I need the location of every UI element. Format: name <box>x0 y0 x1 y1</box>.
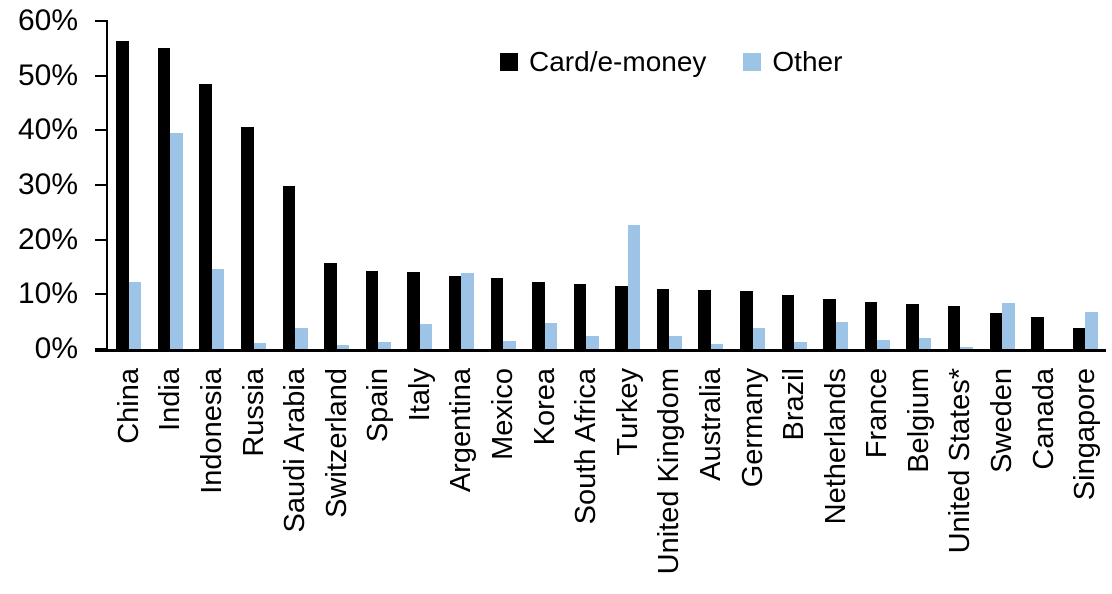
bar-card-e-money <box>947 305 961 349</box>
y-tick-label: 50% <box>17 58 78 92</box>
x-category-label: Brazil <box>778 368 811 441</box>
bar-card-e-money <box>365 271 379 349</box>
bar-other <box>835 322 849 349</box>
y-tick-label: 40% <box>17 113 78 147</box>
bar-other <box>253 342 267 349</box>
bar-card-e-money <box>781 294 795 349</box>
x-category-label: Mexico <box>487 368 520 460</box>
bar-other <box>710 343 724 349</box>
y-tick-mark <box>95 20 106 22</box>
bar-other <box>503 341 516 349</box>
bar-other <box>128 281 142 349</box>
bar-other <box>1085 312 1098 349</box>
bar-card-e-money <box>1031 316 1044 349</box>
x-category-label: Belgium <box>902 368 935 473</box>
x-category-label: Netherlands <box>819 368 852 525</box>
bar-other <box>960 347 973 349</box>
y-tick-mark <box>95 74 106 77</box>
bar-card-e-money <box>241 127 254 349</box>
x-category-label: Turkey <box>611 368 644 456</box>
bar-card-e-money <box>906 304 919 349</box>
bar-other <box>170 132 183 349</box>
legend-swatch-icon <box>743 53 762 71</box>
bar-card-e-money <box>324 263 337 349</box>
x-category-label: Spain <box>362 368 395 443</box>
x-category-label: India <box>154 368 187 431</box>
x-category-label: Korea <box>528 368 561 446</box>
bar-other <box>877 340 890 349</box>
bar-other <box>794 342 807 349</box>
bar-card-e-money <box>199 84 212 349</box>
legend-item: Other <box>743 46 842 78</box>
bar-card-e-money <box>823 298 836 349</box>
bar-card-e-money <box>490 278 504 349</box>
bar-card-e-money <box>448 275 462 349</box>
x-category-label: China <box>112 368 145 444</box>
bar-card-e-money <box>864 301 878 349</box>
bar-card-e-money <box>573 284 587 349</box>
x-category-label: Russia <box>237 368 270 457</box>
bar-other <box>752 327 766 349</box>
x-category-label: Australia <box>694 368 727 481</box>
bar-card-e-money <box>116 41 129 349</box>
x-category-label: Indonesia <box>195 368 228 494</box>
x-category-label: United Kingdom <box>653 368 686 575</box>
bar-card-e-money <box>698 289 711 349</box>
legend-label: Card/e-money <box>529 46 707 77</box>
y-tick-mark <box>95 238 106 241</box>
bar-other <box>1002 303 1015 349</box>
bar-card-e-money <box>282 185 296 349</box>
bar-card-e-money <box>1072 327 1086 349</box>
legend-swatch-icon <box>500 53 518 71</box>
bar-card-e-money <box>615 285 628 349</box>
bar-other <box>918 337 932 349</box>
x-category-label: South Africa <box>570 368 603 525</box>
legend-label: Other <box>772 46 843 77</box>
bar-card-e-money <box>157 47 171 349</box>
x-category-label: Canada <box>1027 368 1060 470</box>
bar-card-e-money <box>740 291 753 349</box>
legend-item: Card/e-money <box>500 46 706 78</box>
y-tick-label: 30% <box>17 168 78 201</box>
y-tick-label: 10% <box>17 277 78 311</box>
x-category-label: Italy <box>403 368 436 422</box>
bar-card-e-money <box>989 312 1003 349</box>
bar-other <box>627 225 641 349</box>
x-category-label: Switzerland <box>320 368 353 518</box>
bar-card-e-money <box>656 288 670 349</box>
y-axis-line <box>106 20 108 352</box>
chart-legend: Card/e-money Other <box>500 46 842 78</box>
bar-other <box>295 327 308 349</box>
y-tick-mark <box>95 293 106 296</box>
bar-other <box>669 335 682 349</box>
bar-other <box>586 335 599 349</box>
y-tick-mark <box>95 129 106 132</box>
bar-card-e-money <box>407 271 420 349</box>
x-category-label: Germany <box>736 368 769 488</box>
bar-card-e-money <box>532 281 545 349</box>
bar-other <box>336 344 350 349</box>
y-tick-mark <box>95 184 106 186</box>
x-category-label: Argentina <box>445 368 478 493</box>
bar-other <box>211 269 225 349</box>
bar-other <box>544 323 558 349</box>
y-tick-label: 0% <box>34 332 78 365</box>
x-category-label: United States* <box>944 368 977 554</box>
y-tick-label: 60% <box>17 4 78 37</box>
x-category-label: France <box>861 368 894 459</box>
x-axis-line <box>95 349 1106 352</box>
bar-other <box>378 342 391 349</box>
bar-other <box>461 273 474 349</box>
bar-other <box>419 323 433 349</box>
x-category-label: Saudi Arabia <box>279 368 312 533</box>
x-category-label: Sweden <box>986 368 1019 473</box>
y-tick-label: 20% <box>17 222 78 256</box>
x-category-label: Singapore <box>1069 368 1102 501</box>
